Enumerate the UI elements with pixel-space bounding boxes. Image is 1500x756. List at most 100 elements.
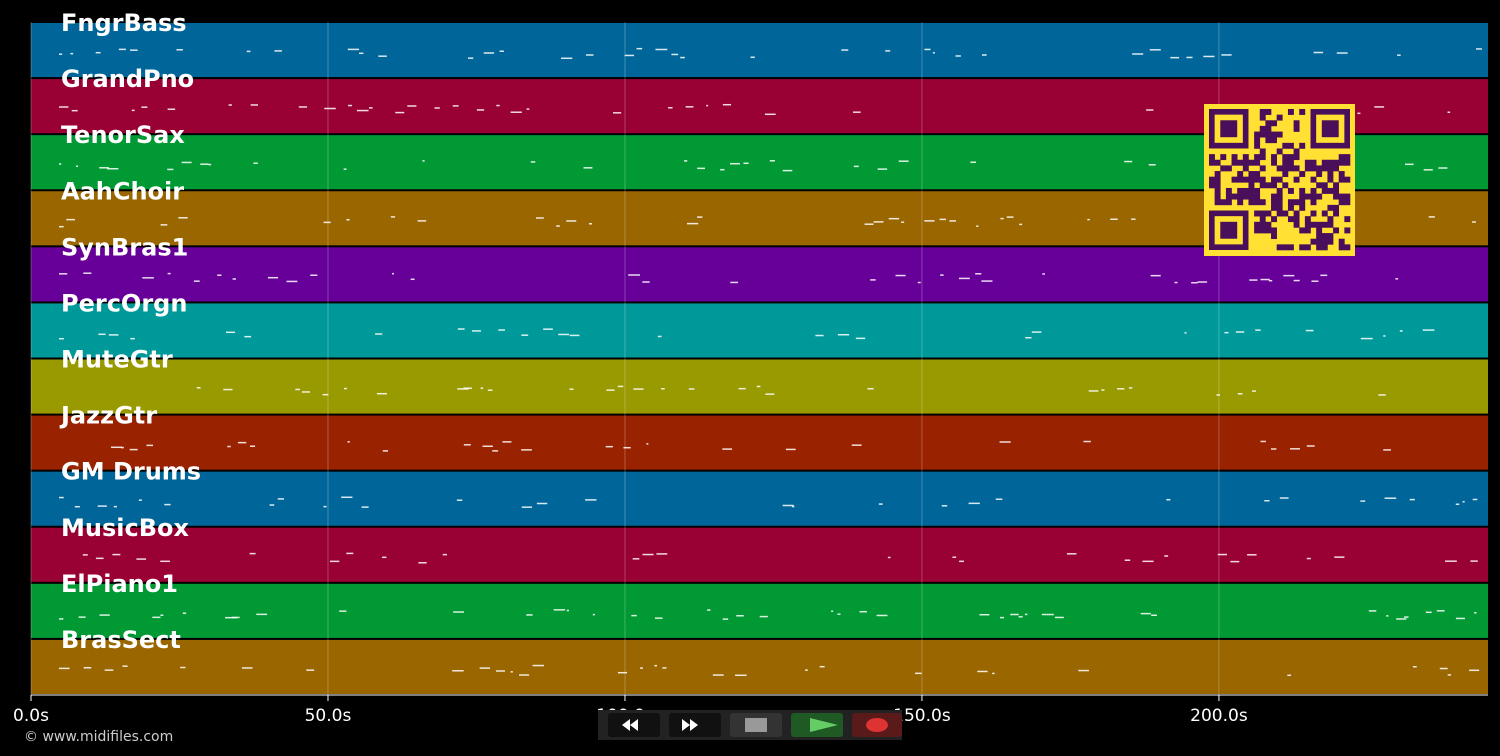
qr-module [1338,159,1345,166]
note [553,609,566,611]
stop-icon [745,718,767,732]
qr-module [1242,193,1249,200]
note [361,506,369,508]
note [71,109,78,112]
qr-module [1344,199,1351,206]
qr-module [1282,142,1289,149]
note [108,334,119,336]
qr-module [1254,159,1261,166]
note [479,667,491,669]
note [457,328,465,330]
note [1447,674,1452,676]
qr-module [1333,165,1340,172]
note [510,111,522,113]
note [981,54,987,56]
qr-module [1344,216,1351,223]
qr-module [1220,199,1227,206]
note [1293,279,1300,282]
note [1290,448,1300,450]
note [642,553,654,556]
note [1423,169,1433,171]
note [1334,556,1345,558]
note [1252,390,1256,392]
note [217,274,222,276]
qr-module [1259,176,1266,183]
note [841,49,849,51]
note [498,329,505,331]
note [864,223,874,225]
note [359,52,364,55]
qr-module [1327,171,1334,177]
qr-module [1293,176,1300,183]
note [1191,281,1198,284]
note [1216,394,1220,396]
note [765,393,775,395]
note [98,333,106,336]
note [924,48,931,51]
note [1237,393,1243,395]
note [95,51,101,54]
note [241,667,253,669]
qr-module [1321,182,1328,189]
qr-module [1287,142,1294,149]
note [1174,281,1178,284]
note [815,334,824,337]
qr-module [1321,221,1328,228]
qr-module [1293,216,1300,223]
note [391,272,395,275]
qr-module [1293,199,1300,206]
qr-module [1287,154,1294,161]
note [1131,218,1136,220]
note [1412,666,1417,668]
qr-module [1327,176,1334,183]
grid [30,22,1488,701]
qr-module [1333,182,1340,189]
note [196,387,201,389]
note [1151,614,1157,617]
note [1306,557,1311,560]
note [343,168,347,170]
qr-module [1282,171,1289,177]
qr-module [1333,204,1340,211]
qr-module [1254,193,1261,200]
note [59,667,70,670]
note [339,610,347,612]
qr-module [1248,187,1255,194]
qr-module [1310,193,1317,200]
note [873,221,884,223]
note [180,666,186,669]
note [463,444,471,446]
note [1024,613,1028,616]
track-band [31,303,1488,358]
note [958,277,970,280]
qr-module [1304,227,1311,234]
note [852,111,861,113]
qr-module [1299,244,1306,251]
qr-module [1254,142,1261,149]
note [1384,497,1397,499]
x-tick-label: 50.0s [305,706,352,726]
note [1476,48,1482,50]
note [837,333,850,336]
note [1428,216,1435,218]
qr-module [1338,193,1345,200]
qr-module [1209,182,1215,189]
note [1124,559,1131,561]
note [244,335,252,338]
note [82,554,88,556]
note [382,556,387,559]
qr-module [1287,199,1294,206]
note [1374,106,1385,108]
qr-module [1214,199,1221,206]
qr-module [1271,120,1277,127]
qr-module [1231,154,1238,161]
qr-module [1237,171,1244,177]
note [246,50,251,53]
note [536,217,544,219]
qr-module [1231,159,1238,166]
note [1268,279,1273,282]
note [949,220,957,222]
note [395,111,405,114]
note [1010,613,1019,616]
note [686,222,699,225]
